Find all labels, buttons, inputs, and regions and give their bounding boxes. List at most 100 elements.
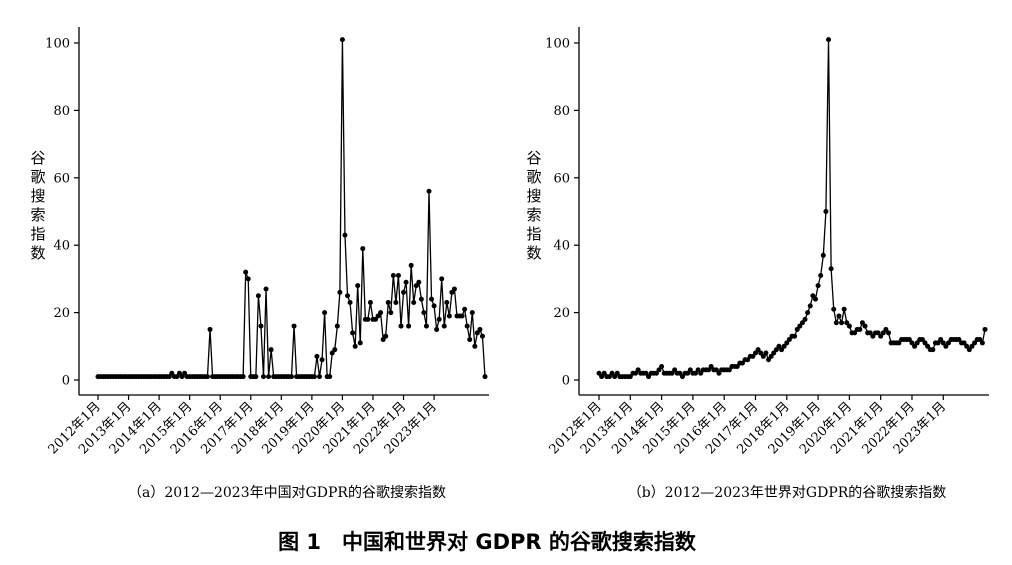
data-point-b: [912, 343, 918, 349]
data-point-b: [945, 340, 951, 346]
series-line-b: [598, 38, 986, 378]
data-point-a: [421, 310, 427, 316]
data-point-a: [317, 374, 323, 380]
y-axis-label-b: 谷歌搜索指数: [526, 149, 541, 262]
data-point-b: [606, 374, 612, 380]
y-tick-label-a: 20: [53, 306, 70, 321]
data-point-b: [773, 347, 779, 353]
data-point-a: [207, 326, 213, 332]
data-point-b: [979, 340, 985, 346]
data-point-a: [401, 289, 407, 295]
data-point-b: [966, 347, 972, 353]
data-point-b: [693, 370, 698, 376]
data-point-b: [752, 350, 758, 356]
data-point-b: [750, 353, 756, 359]
data-point-b: [609, 370, 615, 376]
figure-title: 图 1 中国和世界对 GDPR 的谷歌搜索指数: [278, 530, 697, 554]
data-point-b: [755, 347, 761, 353]
data-point-b: [857, 326, 863, 332]
data-point-b: [646, 374, 652, 380]
data-point-a: [311, 374, 317, 380]
data-point-b: [779, 347, 785, 353]
data-point-b: [786, 337, 792, 343]
data-point-b: [977, 337, 983, 343]
data-point-b: [635, 367, 641, 373]
data-point-b: [870, 333, 876, 339]
data-point-b: [643, 370, 649, 376]
data-point-b: [919, 337, 925, 343]
data-point-b: [875, 330, 881, 336]
data-point-a: [390, 273, 396, 279]
y-axis-label-a: 谷歌搜索指数: [30, 149, 45, 262]
data-point-a: [345, 293, 351, 299]
data-point-a: [327, 374, 333, 380]
data-point-b: [880, 330, 886, 336]
data-point-b: [672, 367, 678, 373]
data-point-b: [823, 209, 829, 214]
data-point-b: [766, 357, 772, 363]
data-point-b: [734, 364, 740, 370]
data-point-a: [383, 333, 389, 339]
data-point-b: [807, 303, 813, 309]
data-point-b: [794, 326, 800, 332]
data-point-b: [961, 340, 967, 346]
data-point-b: [930, 347, 936, 353]
data-point-b: [612, 374, 618, 380]
y-tick-label-b: 60: [553, 171, 570, 186]
data-point-b: [841, 306, 847, 312]
series-b: [596, 37, 988, 380]
data-point-b: [935, 340, 941, 346]
data-point-b: [852, 330, 858, 336]
data-point-b: [922, 340, 928, 346]
data-point-a: [240, 374, 246, 380]
y-tick-label-b: 40: [553, 239, 570, 254]
data-point-b: [828, 266, 834, 272]
data-point-b: [599, 374, 605, 380]
data-point-b: [716, 370, 722, 376]
data-point-a: [451, 286, 457, 292]
data-point-b: [886, 330, 891, 336]
data-point-a: [289, 374, 294, 380]
data-point-b: [784, 340, 790, 346]
data-point-b: [956, 337, 962, 343]
data-point-a: [406, 323, 412, 329]
data-point-b: [792, 333, 798, 339]
data-point-b: [925, 343, 931, 349]
data-point-b: [859, 320, 865, 326]
data-point-b: [685, 370, 691, 376]
data-point-a: [472, 343, 478, 349]
data-point-a: [385, 299, 391, 305]
data-point-b: [815, 283, 821, 289]
y-tick-label-a: 100: [45, 37, 70, 52]
data-point-a: [365, 316, 371, 322]
chart-panel-a: 0204060801002012年1月2013年1月2014年1月2015年1月…: [30, 27, 489, 501]
data-point-a: [467, 337, 473, 343]
data-point-a: [291, 323, 297, 329]
data-point-b: [797, 323, 803, 329]
data-point-b: [831, 306, 837, 312]
data-point-a: [423, 323, 429, 329]
data-point-b: [909, 340, 915, 346]
data-point-b: [656, 367, 662, 373]
data-point-a: [253, 374, 259, 380]
data-point-a: [426, 188, 432, 194]
axes-b: 0204060801002012年1月2013年1月2014年1月2015年1月…: [545, 27, 989, 457]
data-point-a: [479, 333, 485, 339]
data-point-a: [342, 232, 348, 238]
data-point-b: [943, 343, 949, 349]
data-point-a: [319, 357, 325, 363]
y-tick-label-a: 40: [53, 239, 70, 254]
data-point-b: [878, 333, 884, 339]
data-point-b: [745, 357, 751, 363]
data-point-a: [464, 323, 470, 329]
data-point-a: [418, 296, 424, 302]
data-point-b: [805, 310, 811, 316]
data-point-b: [867, 330, 873, 336]
data-point-b: [846, 323, 852, 329]
data-point-a: [416, 279, 422, 285]
data-point-a: [469, 310, 475, 316]
data-point-a: [263, 286, 269, 292]
data-point-b: [836, 313, 842, 319]
data-point-a: [352, 343, 358, 349]
data-point-a: [357, 340, 363, 346]
